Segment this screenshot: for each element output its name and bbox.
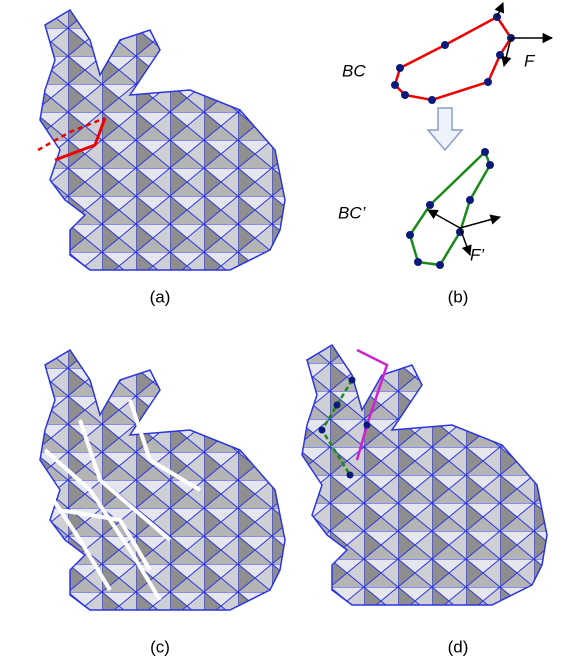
curve-diagram	[391, 3, 552, 269]
frame-label: F’	[470, 245, 484, 264]
figure: (a) BC F BC’ F’ (b) (c) (d)	[0, 0, 581, 661]
bunny-d	[302, 345, 547, 605]
caption: (a)	[150, 287, 171, 306]
frame-label: F	[524, 51, 536, 70]
caption: (d)	[448, 637, 469, 656]
bunny-c	[40, 350, 285, 610]
bunny-a	[38, 10, 285, 270]
caption: (b)	[448, 287, 469, 306]
curve-label: BC	[342, 61, 366, 80]
caption: (c)	[150, 637, 170, 656]
curve-label: BC’	[338, 203, 366, 222]
